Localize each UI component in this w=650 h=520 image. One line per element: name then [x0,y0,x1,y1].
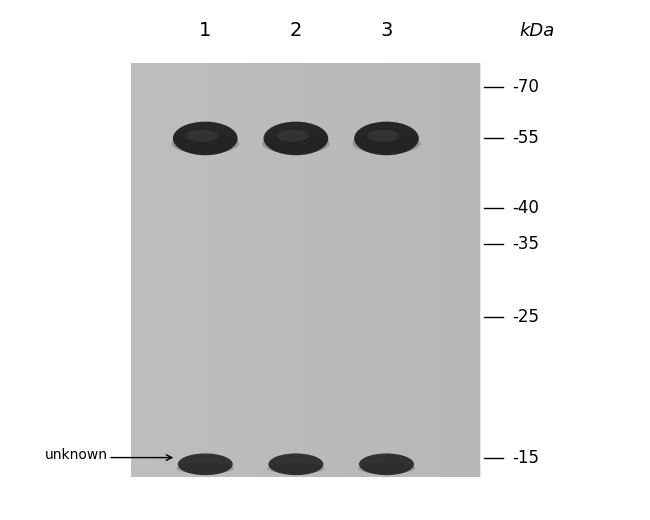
Text: unknown: unknown [46,448,108,462]
Text: 3: 3 [380,21,393,40]
Ellipse shape [276,130,309,142]
Text: -35: -35 [513,236,540,253]
Text: -40: -40 [513,199,540,217]
Text: -25: -25 [513,308,540,326]
Ellipse shape [263,122,328,155]
Text: kDa: kDa [519,22,554,40]
Ellipse shape [172,134,239,154]
Ellipse shape [367,130,400,142]
Ellipse shape [177,453,233,475]
Ellipse shape [186,130,218,142]
Text: -70: -70 [513,77,540,96]
Ellipse shape [268,453,324,475]
Text: 2: 2 [290,21,302,40]
Ellipse shape [262,134,330,154]
Ellipse shape [176,463,234,474]
Ellipse shape [354,122,419,155]
Ellipse shape [359,453,414,475]
Bar [131,63,480,477]
Text: -55: -55 [513,129,540,148]
Ellipse shape [358,463,415,474]
Ellipse shape [352,134,421,154]
Ellipse shape [173,122,238,155]
Text: -15: -15 [513,449,540,466]
Ellipse shape [267,463,325,474]
Text: 1: 1 [199,21,211,40]
